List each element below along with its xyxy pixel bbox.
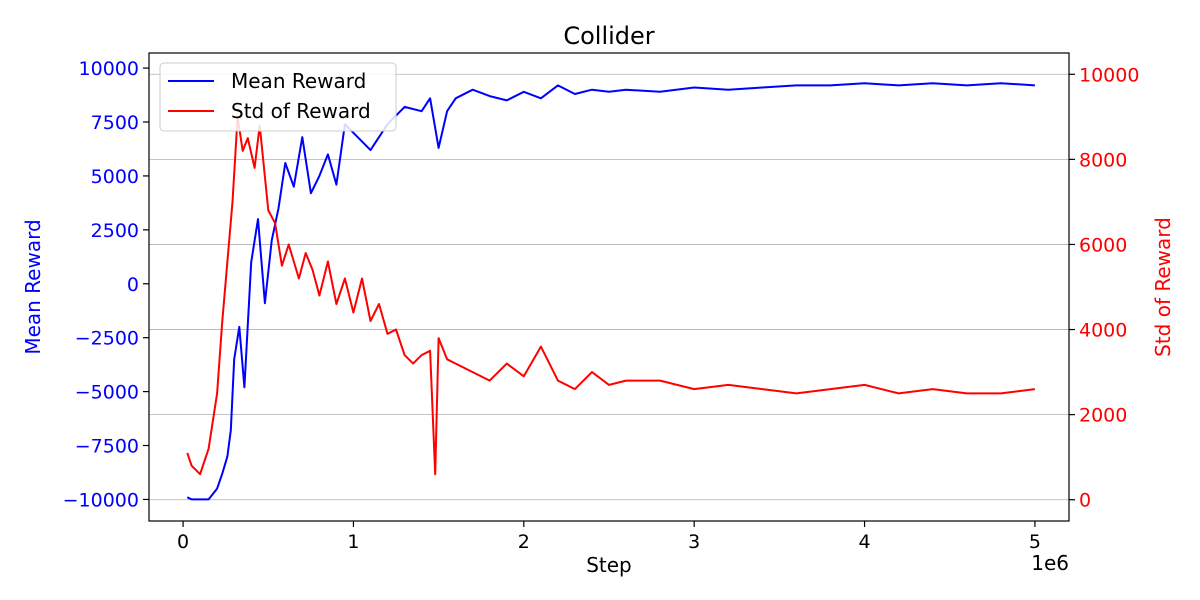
x-axis-label: Step — [586, 553, 632, 577]
x-tick-label-5: 5 — [1029, 531, 1041, 553]
legend: Mean Reward Std of Reward — [159, 62, 397, 132]
left-tick-label-4: 0 — [127, 274, 139, 296]
left-tick-label-7: 7500 — [91, 112, 139, 134]
series-line-std-of-reward — [186, 115, 1036, 476]
left-tick-label-8: 10000 — [79, 58, 139, 80]
left-tick-label-5: 2500 — [91, 220, 139, 242]
x-tick-label-4: 4 — [859, 531, 871, 553]
legend-label-mean-reward: Mean Reward — [231, 69, 366, 93]
x-tick-label-2: 2 — [518, 531, 530, 553]
grid-lines — [149, 73, 1069, 501]
x-axis-offset-label: 1e6 — [1031, 551, 1069, 575]
left-y-axis: −10000 −7500 −5000 −2500 0 2500 5000 7500 10000 — [63, 58, 149, 511]
x-tick-label-0: 0 — [177, 531, 189, 553]
left-tick-label-0: −10000 — [63, 489, 139, 511]
left-tick-label-1: −7500 — [75, 436, 139, 458]
x-axis: 0 1 2 3 4 5 — [177, 521, 1041, 553]
right-tick-label-4: 8000 — [1079, 149, 1127, 171]
chart-title: Collider — [563, 22, 654, 50]
legend-label-std-reward: Std of Reward — [231, 99, 371, 123]
right-tick-label-0: 0 — [1079, 490, 1091, 512]
left-tick-label-3: −2500 — [75, 328, 139, 350]
series-line-mean-reward — [186, 82, 1035, 501]
x-tick-label-1: 1 — [347, 531, 359, 553]
right-y-axis: 0 2000 4000 6000 8000 10000 — [1069, 64, 1139, 512]
right-tick-label-2: 4000 — [1079, 320, 1127, 342]
legend-box — [159, 62, 397, 132]
right-tick-label-3: 6000 — [1079, 234, 1127, 256]
left-tick-label-6: 5000 — [91, 166, 139, 188]
right-axis-label: Std of Reward — [1151, 217, 1175, 357]
plot-frame — [148, 52, 1070, 522]
x-tick-label-3: 3 — [688, 531, 700, 553]
right-tick-label-5: 10000 — [1079, 64, 1139, 86]
left-axis-label: Mean Reward — [21, 219, 45, 354]
series-layer — [186, 82, 1036, 501]
right-tick-label-1: 2000 — [1079, 405, 1127, 427]
left-tick-label-2: −5000 — [75, 382, 139, 404]
